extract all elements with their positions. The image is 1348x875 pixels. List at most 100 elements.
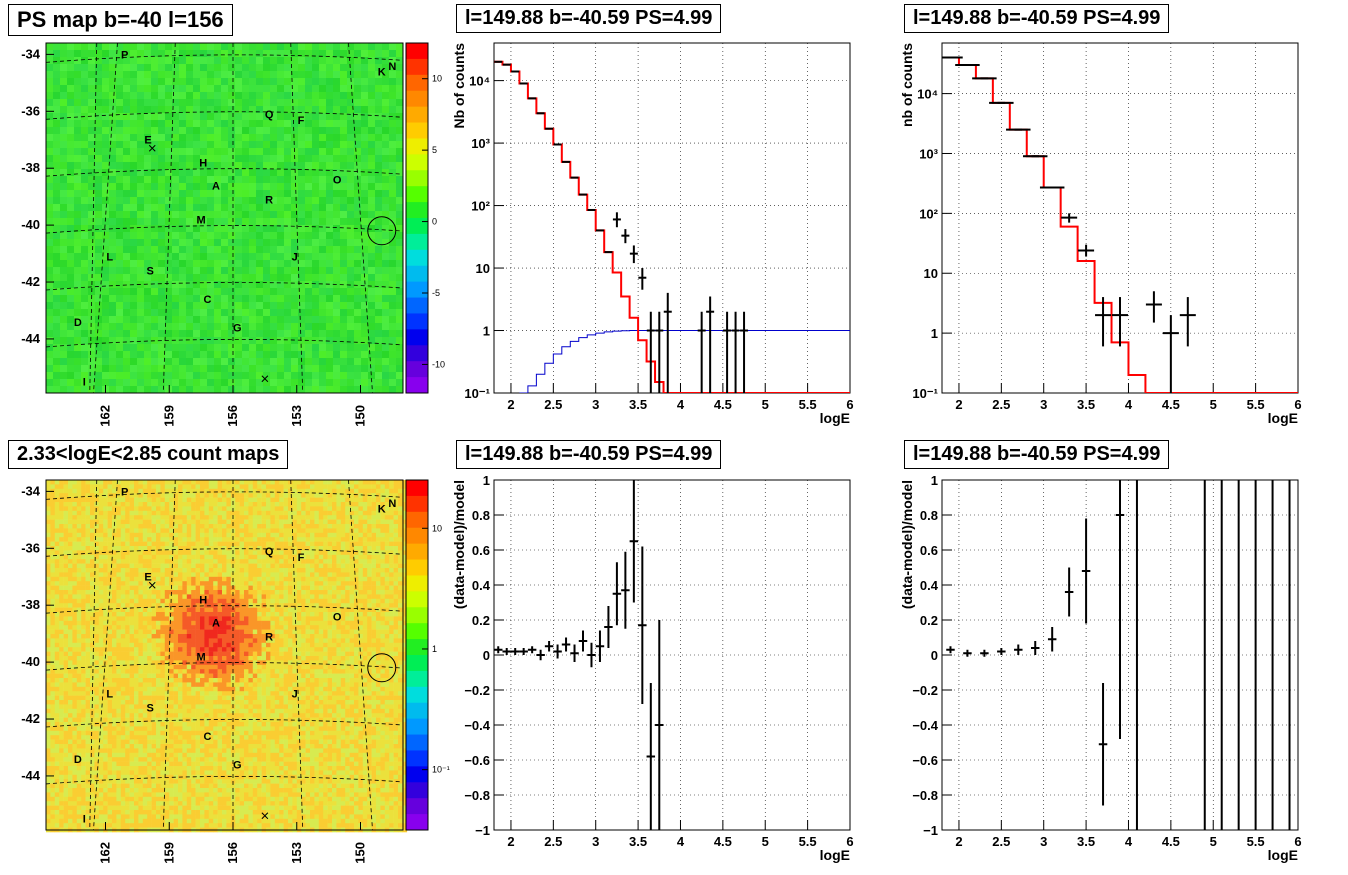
map-pixel	[160, 546, 166, 551]
map-pixel	[151, 634, 157, 639]
map-pixel	[72, 647, 78, 652]
map-pixel	[169, 717, 174, 723]
map-pixel	[375, 141, 383, 149]
map-pixel	[305, 379, 313, 387]
map-pixel	[98, 788, 104, 793]
map-pixel	[228, 211, 236, 219]
map-pixel	[102, 351, 110, 359]
map-pixel	[129, 493, 135, 498]
map-pixel	[172, 365, 180, 373]
map-pixel	[125, 612, 130, 617]
map-pixel	[60, 78, 68, 86]
map-pixel	[284, 78, 292, 86]
map-pixel	[270, 351, 278, 359]
map-pixel	[54, 532, 60, 538]
map-pixel	[368, 302, 376, 310]
map-pixel	[129, 792, 135, 798]
map-pixel	[144, 267, 152, 275]
map-pixel	[90, 519, 95, 525]
map-pixel	[103, 502, 108, 507]
map-pixel	[256, 141, 264, 149]
map-pixel	[134, 766, 139, 771]
map-pixel	[98, 502, 104, 507]
map-pixel	[125, 642, 130, 648]
map-pixel	[368, 337, 376, 345]
map-pixel	[235, 337, 243, 345]
map-pixel	[120, 708, 126, 714]
map-pixel	[214, 134, 222, 142]
map-pixel	[186, 351, 194, 359]
map-pixel	[68, 576, 73, 582]
map-pixel	[270, 211, 278, 219]
map-pixel	[103, 616, 108, 622]
map-pixel	[228, 43, 236, 51]
map-pixel	[221, 155, 229, 163]
map-pixel	[263, 120, 271, 128]
map-pixel	[53, 239, 61, 247]
map-pixel	[193, 253, 201, 261]
map-pixel	[156, 713, 161, 718]
map-pixel	[46, 106, 54, 114]
map-pixel	[249, 372, 257, 380]
map-pixel	[347, 309, 355, 317]
map-pixel	[107, 515, 113, 520]
map-pixel	[382, 64, 390, 72]
map-pixel	[361, 365, 369, 373]
map-pixel	[85, 480, 91, 485]
map-pixel	[147, 488, 152, 494]
map-pixel	[130, 295, 138, 303]
map-pixel	[142, 634, 148, 639]
map-pixel	[284, 85, 292, 93]
map-pixel	[137, 204, 145, 212]
map-pixel	[207, 372, 215, 380]
map-pixel	[68, 497, 73, 503]
map-pixel	[156, 678, 161, 683]
map-pixel	[151, 559, 157, 564]
map-pixel	[46, 801, 51, 806]
map-pixel	[179, 302, 187, 310]
map-pixel	[172, 134, 180, 142]
map-pixel	[221, 337, 229, 345]
map-pixel	[76, 761, 82, 767]
map-pixel	[72, 708, 78, 714]
map-pixel	[112, 801, 117, 806]
map-pixel	[72, 682, 78, 688]
map-pixel	[54, 823, 60, 828]
map-pixel	[103, 541, 108, 547]
map-pixel	[165, 85, 173, 93]
map-pixel	[138, 590, 144, 595]
map-pixel	[134, 757, 139, 762]
map-pixel	[98, 660, 104, 666]
map-pixel	[116, 480, 122, 485]
map-pixel	[200, 71, 208, 79]
map-pixel	[53, 316, 61, 324]
map-pixel	[235, 64, 243, 72]
map-pixel	[312, 127, 320, 135]
map-pixel	[249, 43, 257, 51]
map-pixel	[375, 281, 383, 289]
map-pixel	[54, 810, 60, 815]
map-pixel	[291, 204, 299, 212]
map-pixel	[193, 330, 201, 338]
map-pixel	[193, 71, 201, 79]
map-pixel	[256, 281, 264, 289]
map-pixel	[53, 386, 61, 394]
map-pixel	[63, 761, 69, 767]
map-pixel	[382, 197, 390, 205]
map-pixel	[200, 155, 208, 163]
map-pixel	[165, 260, 173, 268]
map-pixel	[129, 515, 135, 520]
map-pixel	[134, 629, 139, 635]
map-pixel	[116, 700, 122, 705]
map-pixel	[94, 761, 100, 767]
map-pixel	[72, 585, 78, 591]
map-pixel	[59, 656, 64, 661]
map-pixel	[193, 302, 201, 310]
map-pixel	[134, 488, 139, 494]
map-pixel	[112, 537, 117, 542]
map-pixel	[46, 113, 54, 121]
map-pixel	[67, 246, 75, 254]
map-pixel	[88, 351, 96, 359]
map-pixel	[103, 704, 108, 710]
map-pixel	[125, 796, 130, 802]
